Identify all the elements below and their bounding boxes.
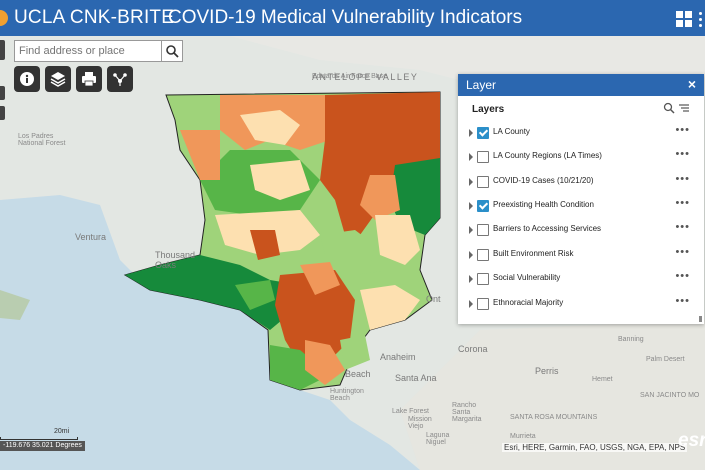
layer-checkbox[interactable] xyxy=(477,151,489,163)
map-attribution[interactable]: Esri, HERE, Garmin, FAO, USGS, NGA, EPA,… xyxy=(502,443,687,452)
expand-icon[interactable] xyxy=(469,153,473,161)
layer-row[interactable]: Barriers to Accessing Services ••• xyxy=(458,219,704,243)
map-label-santa-rosa: SANTA ROSA MOUNTAINS xyxy=(510,414,597,421)
app-title: UCLA CNK-BRITE xyxy=(14,7,174,29)
layer-row[interactable]: LA County Regions (LA Times) ••• xyxy=(458,146,704,170)
map-label-ont: Ont xyxy=(426,294,441,304)
expand-icon[interactable] xyxy=(469,178,473,186)
ucla-logo-icon xyxy=(0,10,8,26)
search-icon xyxy=(162,41,182,61)
scale-bar xyxy=(0,437,78,440)
map-title: COVID-19 Medical Vulnerability Indicator… xyxy=(168,7,522,29)
layers-heading: Layers xyxy=(472,104,504,115)
search-button[interactable] xyxy=(161,40,183,62)
layer-label: COVID-19 Cases (10/21/20) xyxy=(493,176,594,185)
layer-checkbox[interactable] xyxy=(477,127,489,139)
map-label-lake-forest: Lake Forest xyxy=(392,408,429,415)
map-label-corona: Corona xyxy=(458,344,488,354)
layer-menu-icon[interactable]: ••• xyxy=(675,148,690,160)
layer-checkbox[interactable] xyxy=(477,249,489,261)
layer-menu-icon[interactable]: ••• xyxy=(675,246,690,258)
expand-icon[interactable] xyxy=(469,251,473,259)
map-label-san-jacinto: SAN JACINTO MO xyxy=(640,392,699,399)
more-options-icon[interactable] xyxy=(698,10,704,28)
layer-label: LA County Regions (LA Times) xyxy=(493,151,602,160)
expand-icon[interactable] xyxy=(469,275,473,283)
map-label-mission-viejo: Mission Viejo xyxy=(408,416,438,430)
panel-resize-handle[interactable] xyxy=(699,316,702,322)
map-label-laguna: Laguna Niguel xyxy=(426,432,456,446)
coordinate-readout: -119.676 35.021 Degrees xyxy=(0,441,85,451)
map-label-ventura: Ventura xyxy=(75,232,106,242)
expand-icon[interactable] xyxy=(469,226,473,234)
search-input[interactable] xyxy=(15,42,163,60)
layer-row[interactable]: Built Environment Risk ••• xyxy=(458,244,704,268)
share-icon xyxy=(107,66,133,92)
map-label-thousand-oaks: Thousand Oaks xyxy=(155,250,195,270)
layer-checkbox[interactable] xyxy=(477,298,489,310)
info-icon xyxy=(14,66,40,92)
print-button[interactable] xyxy=(76,66,102,92)
layer-checkbox[interactable] xyxy=(477,176,489,188)
layer-menu-icon[interactable]: ••• xyxy=(675,197,690,209)
info-button[interactable] xyxy=(14,66,40,92)
layer-label: Preexisting Health Condition xyxy=(493,200,594,209)
map-label-santa-ana: Santa Ana xyxy=(395,373,437,383)
layer-panel: Layer × Layers LA County ••• LA County R… xyxy=(458,74,704,324)
app-grid-icon[interactable] xyxy=(676,11,692,27)
layer-menu-icon[interactable]: ••• xyxy=(675,270,690,282)
map-label-palm: Palm Desert xyxy=(646,356,686,363)
layer-row[interactable]: LA County ••• xyxy=(458,122,704,146)
layer-row[interactable]: Preexisting Health Condition ••• xyxy=(458,195,704,219)
search-box xyxy=(14,40,163,62)
expand-icon[interactable] xyxy=(469,129,473,137)
map-label-huntington: Huntington Beach xyxy=(330,388,370,402)
layer-checkbox[interactable] xyxy=(477,200,489,212)
map-label-los-padres: Los Padres National Forest xyxy=(18,133,78,147)
map-label-anaheim: Anaheim xyxy=(380,352,416,362)
layer-row[interactable]: Social Vulnerability ••• xyxy=(458,268,704,292)
filter-icon[interactable] xyxy=(678,102,690,114)
map-label-rancho: Rancho Santa Margarita xyxy=(452,402,492,423)
home-button[interactable] xyxy=(0,106,5,120)
layer-menu-icon[interactable]: ••• xyxy=(675,295,690,307)
expand-icon[interactable] xyxy=(469,300,473,308)
layer-panel-header: Layer × xyxy=(458,74,704,96)
layer-row[interactable]: COVID-19 Cases (10/21/20) ••• xyxy=(458,171,704,195)
scale-label: 20mi xyxy=(54,428,69,435)
esri-logo[interactable]: esri xyxy=(678,430,705,452)
layer-checkbox[interactable] xyxy=(477,273,489,285)
map-label-banning: Banning xyxy=(618,336,644,343)
layer-checkbox[interactable] xyxy=(477,224,489,236)
layers-icon xyxy=(45,66,71,92)
layer-menu-icon[interactable]: ••• xyxy=(675,221,690,233)
layer-menu-icon[interactable]: ••• xyxy=(675,173,690,185)
layer-label: Barriers to Accessing Services xyxy=(493,224,601,233)
map-label-beach: Beach xyxy=(345,369,371,379)
layer-row[interactable]: Ethnoracial Majority ••• xyxy=(458,293,704,317)
app-header: UCLA CNK-BRITE COVID-19 Medical Vulnerab… xyxy=(0,0,705,36)
layers-button[interactable] xyxy=(45,66,71,92)
share-button[interactable] xyxy=(107,66,133,92)
zoom-out-button[interactable] xyxy=(0,86,5,100)
close-icon[interactable]: × xyxy=(688,76,696,92)
map-label-perris: Perris xyxy=(535,366,559,376)
map-label-murrieta: Murrieta xyxy=(510,433,536,440)
layer-label: Built Environment Risk xyxy=(493,249,573,258)
expand-icon[interactable] xyxy=(469,202,473,210)
layer-panel-title: Layer xyxy=(466,78,496,92)
layer-menu-icon[interactable]: ••• xyxy=(675,124,690,136)
print-icon xyxy=(76,66,102,92)
layer-label: Social Vulnerability xyxy=(493,273,560,282)
map-label-antelope-valley: ANTELOPE VALLEY xyxy=(312,72,418,82)
search-icon[interactable] xyxy=(663,102,675,114)
zoom-in-button[interactable] xyxy=(0,40,5,60)
map-label-hemet: Hemet xyxy=(592,376,613,383)
layer-label: LA County xyxy=(493,127,530,136)
layer-label: Ethnoracial Majority xyxy=(493,298,563,307)
